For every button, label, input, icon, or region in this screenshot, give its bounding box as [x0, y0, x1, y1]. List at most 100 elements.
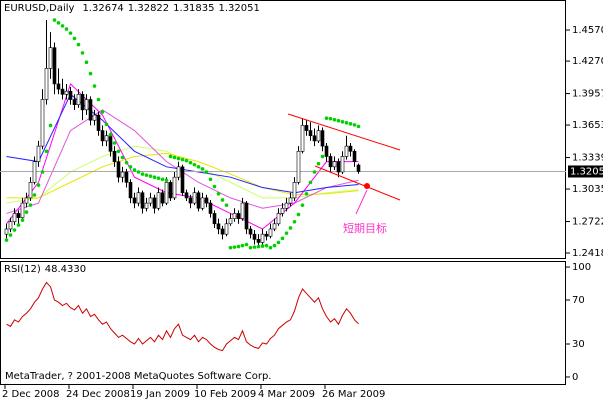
candle-body: [40, 99, 45, 147]
candle-body: [64, 90, 69, 95]
sar-dot: [168, 154, 173, 159]
sar-dot: [88, 71, 93, 76]
sar-dot: [336, 118, 341, 123]
sar-dot: [96, 97, 101, 102]
candle-body: [320, 130, 325, 147]
sar-dot: [244, 242, 249, 247]
candle-body: [184, 192, 189, 199]
sar-dot: [236, 244, 241, 249]
candle-body: [28, 182, 33, 199]
sar-dot: [24, 210, 29, 214]
rsi-current: 48.4330: [45, 264, 86, 275]
sar-dot: [264, 243, 269, 248]
candle-body: [88, 99, 93, 121]
candle-body: [168, 182, 173, 199]
sar-dot: [204, 170, 209, 174]
candle-body: [208, 202, 213, 214]
candle-body: [288, 197, 293, 204]
candle-body: [216, 223, 221, 230]
candle-body: [228, 218, 233, 225]
sar-dot: [332, 117, 337, 122]
sar-dot: [44, 149, 49, 154]
candle-body: [292, 182, 297, 199]
sar-dot: [208, 177, 213, 182]
sar-dot: [76, 42, 81, 47]
candle-body: [128, 182, 133, 199]
y-tick-label: 1.36530: [572, 120, 603, 131]
candle-body: [304, 125, 309, 131]
sar-dot: [4, 238, 9, 242]
candle-body: [148, 197, 153, 204]
high: 1.32822: [128, 3, 169, 14]
footer: MetaTrader, ? 2001-2008 MetaQuotes Softw…: [5, 371, 271, 382]
sar-dot: [124, 160, 129, 165]
candle-body: [76, 94, 81, 105]
x-tick-label: 2 Dec 2008: [2, 389, 60, 400]
candle-body: [312, 135, 317, 142]
candle-body: [272, 223, 277, 230]
sar-dot: [176, 156, 181, 161]
annotation-arrow: [355, 189, 368, 215]
sar-dot: [152, 175, 157, 179]
sar-dot: [224, 203, 229, 207]
candle-body: [108, 135, 113, 152]
sar-dot: [40, 170, 45, 174]
candle-body: [132, 197, 137, 204]
sar-dot: [52, 18, 57, 22]
sar-dot: [344, 120, 349, 125]
low: 1.31835: [173, 3, 214, 14]
candle-body: [248, 228, 253, 235]
candle-body: [264, 233, 269, 237]
candle-body: [200, 197, 205, 209]
rsi-tick-label: 100: [572, 262, 591, 273]
sar-dot: [8, 233, 13, 237]
candle-body: [52, 47, 57, 85]
candle-body: [244, 202, 249, 230]
candle-body: [356, 164, 361, 172]
candle-body: [268, 228, 273, 237]
x-tick-label: 26 Mar 2009: [322, 389, 385, 400]
sar-dot: [156, 176, 161, 181]
candle-body: [212, 213, 217, 225]
candle-body: [80, 94, 85, 111]
candle-body: [32, 161, 37, 183]
x-tick-label: 24 Dec 2008: [66, 389, 130, 400]
rsi-panel: [0, 261, 566, 385]
candle-body: [324, 145, 329, 157]
sar-dot: [108, 132, 113, 137]
candle-body: [220, 228, 225, 235]
candle-body: [348, 145, 353, 152]
sar-dot: [324, 116, 329, 120]
sar-dot: [260, 244, 265, 248]
sar-dot: [160, 177, 165, 182]
sar-dot: [192, 162, 197, 167]
x-tick-label: 10 Feb 2009: [194, 389, 256, 400]
candle-body: [172, 176, 177, 199]
sar-dot: [164, 178, 169, 183]
sar-dot: [292, 219, 297, 224]
candle-body: [224, 223, 229, 235]
sar-dot: [120, 155, 125, 160]
candle-body: [276, 213, 281, 225]
candle-body: [160, 192, 165, 204]
candle-body: [8, 221, 13, 230]
sar-dot: [28, 203, 33, 207]
sar-dot: [180, 157, 185, 162]
candle-body: [136, 192, 141, 204]
candle-body: [116, 161, 121, 178]
y-tick-label: 1.24180: [572, 248, 603, 259]
sar-dot: [56, 21, 61, 25]
sar-dot: [316, 161, 321, 166]
sar-dot: [128, 165, 133, 169]
sar-dot: [328, 116, 333, 121]
candle-body: [12, 213, 17, 223]
candle-body: [300, 125, 305, 152]
sar-dot: [308, 180, 313, 185]
rsi-line: [6, 281, 359, 352]
rsi-tick-label: 0: [572, 372, 578, 383]
sar-dot: [280, 236, 285, 241]
candle-body: [120, 171, 125, 178]
sar-dot: [248, 245, 253, 250]
